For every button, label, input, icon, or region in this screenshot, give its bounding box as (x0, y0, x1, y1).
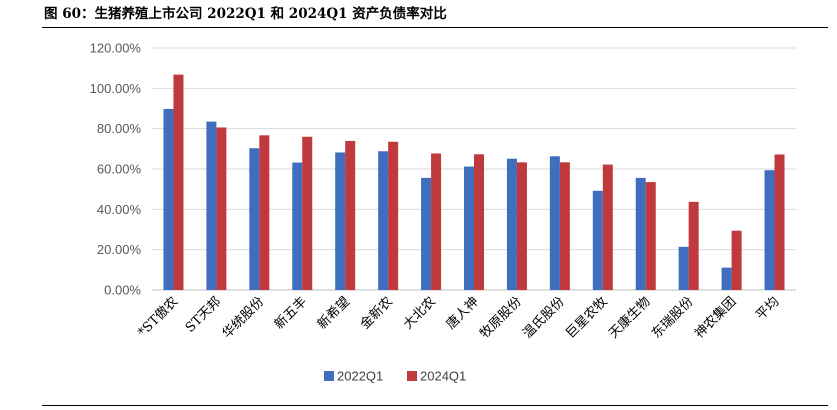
bar-2024q1 (345, 140, 356, 290)
x-category-label: 温氏股份 (520, 294, 567, 341)
bottom-rule (42, 405, 828, 406)
bar-2024q1 (602, 164, 613, 290)
x-category-label: 唐人神 (443, 294, 482, 333)
bar-2024q1 (302, 136, 313, 290)
bar-2022q1 (163, 108, 174, 290)
bar-2022q1 (721, 267, 732, 290)
legend: 2022Q1 2024Q1 (324, 369, 466, 384)
x-category-label: 神农集团 (691, 294, 739, 342)
y-tick-label: 0.00% (104, 283, 141, 298)
y-tick-label: 80.00% (97, 121, 142, 136)
bar-2022q1 (464, 166, 474, 290)
bar-2024q1 (388, 141, 399, 290)
x-category-label: 天康生物 (605, 294, 653, 342)
bar-2022q1 (764, 170, 775, 290)
y-axis-tick-labels: 0.00% 20.00% 40.00% 60.00% 80.00% 100.00% 120.… (90, 41, 142, 298)
x-category-label: 金新农 (357, 294, 396, 333)
figure-title: 图 60：生猪养殖上市公司 2022Q1 和 2024Q1 资产负债率对比 (44, 6, 447, 22)
bar-2024q1 (774, 154, 785, 290)
x-category-label: 平均 (753, 294, 782, 323)
x-category-label: 华统股份 (220, 294, 267, 341)
y-tick-label: 40.00% (97, 202, 142, 217)
bar-2024q1 (688, 201, 699, 290)
bar-2022q1 (335, 152, 346, 290)
bar-2024q1 (645, 182, 656, 290)
x-category-label: 新希望 (314, 294, 353, 333)
x-category-label: ST天邦 (183, 294, 224, 335)
bars (163, 74, 785, 291)
bar-2022q1 (421, 177, 432, 290)
top-rule (42, 27, 828, 28)
bar-2022q1 (635, 177, 646, 290)
bar-2022q1 (249, 148, 260, 290)
bar-2024q1 (173, 74, 184, 291)
x-category-label: 大北农 (401, 294, 439, 332)
bar-2024q1 (431, 153, 442, 290)
bar-2022q1 (206, 121, 217, 290)
y-tick-label: 100.00% (90, 81, 142, 96)
legend-label-2024q1: 2024Q1 (420, 369, 466, 384)
bar-2024q1 (516, 162, 527, 290)
y-tick-label: 60.00% (97, 162, 142, 177)
bar-2024q1 (474, 154, 484, 290)
x-category-label: 新五丰 (271, 294, 310, 333)
bar-2022q1 (678, 246, 689, 290)
legend-swatch-2024q1 (407, 371, 417, 381)
x-category-label: *ST傲农 (135, 294, 181, 340)
y-tick-label: 20.00% (97, 242, 142, 257)
x-category-label: 巨星农牧 (563, 294, 610, 341)
x-category-label: 东瑞股份 (649, 294, 696, 341)
y-tick-label: 120.00% (90, 41, 142, 56)
bar-2022q1 (592, 190, 603, 290)
bar-2022q1 (292, 162, 303, 290)
x-category-label: 牧原股份 (477, 294, 524, 341)
legend-label-2022q1: 2022Q1 (337, 369, 383, 384)
bar-2024q1 (259, 135, 270, 290)
bar-2024q1 (559, 162, 570, 290)
bar-2024q1 (216, 127, 227, 290)
bar-2022q1 (549, 156, 560, 290)
bar-2022q1 (378, 151, 389, 290)
bar-2022q1 (506, 158, 517, 290)
legend-swatch-2022q1 (324, 371, 334, 381)
bar-2024q1 (731, 230, 742, 290)
